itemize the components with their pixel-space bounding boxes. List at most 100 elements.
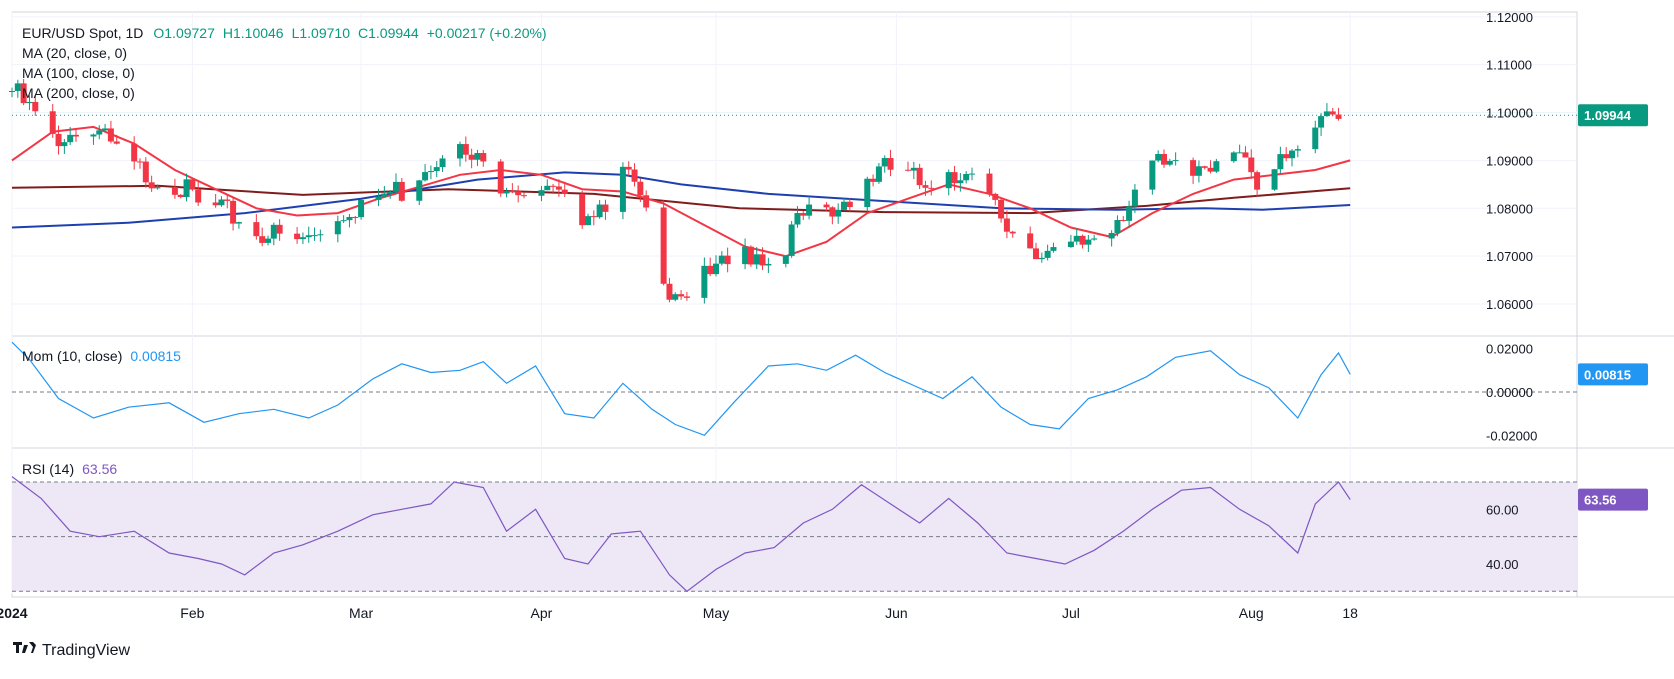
candle-body [782,255,789,264]
candle-body [800,213,807,216]
candle-body [602,204,609,212]
candle-body [457,144,463,159]
candle-body [474,153,481,160]
candle-body [870,178,877,182]
price-tick-label: 1.10000 [1486,106,1533,121]
candle-body [1108,233,1115,239]
candle-body [1114,220,1121,234]
rsi-tick-label: 40.00 [1486,557,1519,572]
price-tick-label: 1.06000 [1486,297,1533,312]
candle-body [986,173,993,194]
candle-body [928,187,935,189]
candle-body [1294,149,1301,151]
tradingview-logo-icon [13,642,36,653]
price-gridlines [11,12,1577,594]
price-tick-label: 1.09000 [1486,153,1533,168]
candle-body [265,238,271,243]
candle-body [1038,257,1045,260]
candle-body [468,154,475,160]
candle-body [765,263,772,266]
time-tick-label: 18 [1342,605,1358,621]
candle-body [724,255,731,265]
candle-body [969,173,975,175]
candle-body [189,179,196,190]
candle-body [195,189,202,203]
moving-average-lines [11,125,1351,258]
candle-body [806,204,813,216]
candle-body [1335,114,1342,119]
candle-body [398,181,405,201]
candle-body [375,196,382,200]
candle-body [311,235,318,237]
candle-body [416,180,423,201]
low-value: L1.09710 [292,25,351,41]
candle-body [823,204,830,208]
candle-body [1195,166,1202,176]
candle-body [1283,154,1290,159]
candle-body [427,171,434,173]
candle-body [1073,235,1080,242]
candle-body [334,221,341,235]
open-value: O1.09727 [153,25,215,41]
tradingview-logo[interactable]: TradingView [13,642,130,659]
candle-body [835,209,842,217]
candle-body [759,254,766,266]
candle-body [346,216,353,221]
candle-body [96,130,103,135]
candle-body [480,153,487,162]
candle-body [276,224,283,234]
candle-body [1312,127,1319,150]
candle-body [643,195,650,208]
candle-body [794,213,801,225]
candle-body [1155,154,1162,161]
change-value: +0.00217 (+0.20%) [427,25,547,41]
high-value: H1.10046 [223,25,284,41]
ma200-legend[interactable]: MA (200, close, 0) [22,85,135,101]
candle-body [177,194,184,198]
candle-body [259,236,266,243]
candle-body [829,207,836,217]
mom-legend[interactable]: Mom (10, close) 0.00815 [22,348,181,364]
candle-body [497,161,504,194]
candle-body [590,216,597,218]
price-tick-label: 1.11000 [1486,58,1532,73]
candle-body [963,173,970,181]
candle-body [1126,206,1133,221]
candle-body [998,199,1005,219]
candle-body [515,191,522,196]
candle-body [212,202,219,206]
candle-body [270,224,277,239]
candle-body [462,144,469,155]
candle-body [846,201,853,208]
candle-body [1254,172,1261,190]
candle-body [1003,218,1010,232]
candle-body [340,220,347,222]
candle-body [753,254,760,265]
ma100-legend[interactable]: MA (100, close, 0) [22,65,135,81]
time-tick-label: Feb [180,605,204,621]
ma20-line [11,125,1351,258]
candle-body [637,181,644,196]
ma20-legend[interactable]: MA (20, close, 0) [22,45,127,61]
candle-body [14,83,21,91]
price-tick-label: 1.08000 [1486,201,1533,216]
candle-body [439,158,446,168]
time-tick-label: Apr [531,605,553,621]
candle-body [299,237,306,240]
candle-body [1079,235,1086,245]
last-price-label: 1.09944 [1584,108,1632,123]
candle-body [538,190,545,196]
candle-body [713,263,719,275]
candle-body [102,128,109,131]
candle-body [171,187,178,195]
candle-body [910,167,917,171]
candle-body [1033,248,1039,260]
mom-legend-value: 0.00815 [130,348,181,364]
candle-body [148,182,155,189]
candle-body [352,216,359,218]
candle-body [683,296,690,298]
rsi-legend[interactable]: RSI (14) 63.56 [22,461,117,477]
candle-body [1213,161,1220,172]
candle-body [1161,154,1167,165]
